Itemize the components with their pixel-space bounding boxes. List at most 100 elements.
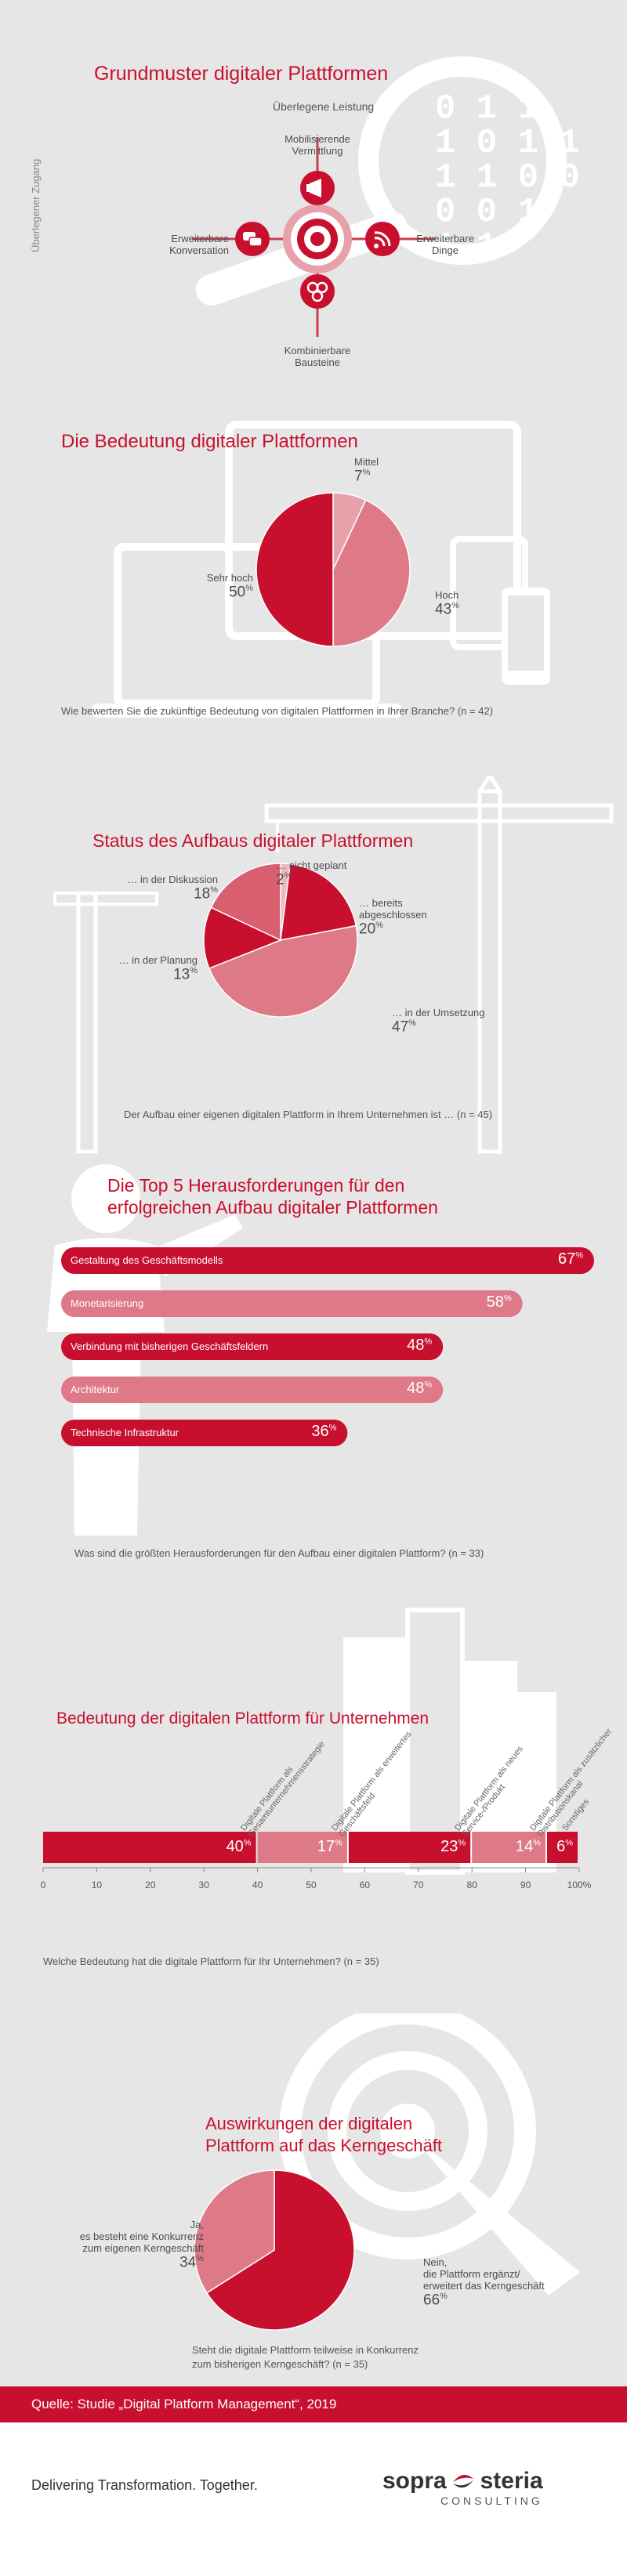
bar [61,1333,444,1360]
label-value: 13% [173,966,198,983]
label-text: … in der Diskussion [127,874,218,885]
binary-digits: 1 1 0 0 [435,158,580,197]
label-value: 43% [435,601,459,618]
bar [61,1377,444,1403]
label-value: 18% [194,885,218,903]
x-tick-label: 10 [92,1880,103,1890]
value: 20 [359,921,376,938]
binary-digits: 0 0 1 [435,193,538,232]
bar-value-label: 67% [557,1250,583,1268]
value: 7 [354,468,363,485]
pie-slice [210,863,281,942]
bar-category-label: Monetarisierung [71,1297,144,1309]
brand-swirl-icon [453,2474,474,2488]
label-value: 20% [359,921,383,938]
section-platform-importance: Die Bedeutung digitaler Plattformen Mitt… [0,407,627,776]
stacked-segment [43,1832,256,1863]
bar [61,1290,523,1317]
value: 66 [423,2292,440,2309]
crane-illustration [53,776,614,1154]
person-illustration [47,1164,594,1536]
stacked-segment [348,1832,471,1863]
label-text: … bereits abgeschlossen [359,897,427,921]
chart-caption: Was sind die größten Herausforderungen f… [74,1547,484,1559]
x-tick-label: 90 [520,1880,531,1890]
stacked-segment [257,1832,347,1863]
section-title-line2: erfolgreichen Aufbau digitaler Plattform… [107,1197,438,1217]
chart-caption-line1: Steht die digitale Plattform teilweise i… [192,2344,419,2356]
chart-caption: Der Aufbau einer eigenen digitalen Platt… [124,1109,493,1120]
label-value: 7% [354,468,371,485]
segment-value-label: 14% [515,1838,541,1855]
x-tick-label: 30 [199,1880,210,1890]
pie-label-hoch: Hoch 43% [435,589,459,618]
chart-caption-line2: zum bisherigen Kerngeschäft? (n = 35) [192,2358,368,2370]
x-tick-label: 0 [41,1880,46,1890]
label-text: Mittel [354,456,379,468]
bar-category-label: Technische Infrastruktur [71,1427,179,1438]
label-text: Ja, es besteht eine Konkurrenz zum eigen… [79,2219,204,2254]
magnifier-icon [358,56,567,265]
bar-value-label: 48% [407,1337,433,1354]
x-tick-label: 20 [145,1880,156,1890]
pie-label-bereits: … bereits abgeschlossen 20% [359,897,427,938]
section-platform-status: Status des Aufbaus digitaler Plattformen… [0,776,627,1160]
pie-label-diskussion: … in der Diskussion 18% [118,874,218,903]
value: 50 [229,584,246,601]
bar-value-label: 58% [486,1293,512,1311]
section-title-line1: Die Top 5 Herausforderungen für den [107,1175,405,1196]
bar-category-label: Verbindung mit bisherigen Geschäftsfelde… [71,1340,269,1352]
label-text: … nicht geplant [276,859,347,871]
value: 47 [392,1018,409,1036]
section-title-line2: Plattform auf das Kerngeschäft [205,2136,443,2155]
bar [61,1420,348,1446]
chart-caption: Wie bewerten Sie die zukünftige Bedeutun… [61,705,494,717]
brand-sub: CONSULTING [440,2495,543,2507]
source-band: Quelle: Studie „Digital Platform Managem… [0,2386,627,2422]
value: 43 [435,601,452,618]
pie-label-nicht-geplant: … nicht geplant 2% [276,859,346,888]
bar-value-label: 36% [311,1423,337,1440]
segment-value-label: 6% [556,1838,573,1855]
label-side-access: Überlegener Zugang [30,158,42,252]
pie-label-sehr-hoch: Sehr hoch 50% [202,572,253,601]
pie-label-umsetzung: … in der Umsetzung 47% [392,1007,485,1036]
segment-value-label: 23% [440,1838,466,1855]
pie-slice [332,499,411,647]
pie-slice [205,2169,355,2331]
pattern-diagram: 0 1 11 0 1 11 1 0 00 0 11 1 [192,56,580,337]
x-tick-label: 60 [360,1880,371,1890]
pie-label-nein: Nein, die Plattform ergänzt/ erweitert d… [423,2256,545,2309]
label-text: Sehr hoch [206,572,253,584]
x-tick-label: 80 [467,1880,478,1890]
section-title: Die Bedeutung digitaler Plattformen [61,431,358,452]
value: 13 [173,966,190,983]
bar-category-label: Gestaltung des Geschäftsmodells [71,1254,223,1266]
label-text: Nein, die Plattform ergänzt/ erweitert d… [423,2256,545,2292]
label-text: … in der Planung [118,954,198,966]
brand-logo: sopra steria CONSULTING [382,2468,602,2507]
x-tick-label: 100% [567,1880,592,1890]
chart-caption: Welche Bedeutung hat die digitale Plattf… [43,1956,379,1967]
binary-digits: 1 1 [435,227,497,266]
x-tick-label: 50 [306,1880,317,1890]
label-value: 50% [229,584,253,601]
stacked-segment [546,1832,578,1863]
device-illustration [92,421,550,718]
pie-label-mittel: Mittel 7% [354,456,379,485]
building-illustration: 0 10 20 30 40 50 60 70 80 90 100% [41,1608,592,1890]
value: 18 [194,885,211,903]
pie-slice [208,924,358,1018]
target-illustration [194,2013,580,2331]
section-title: Bedeutung der digitalen Plattform für Un… [56,1709,429,1728]
bar-category-label: Architektur [71,1384,120,1395]
node-left-label: Erweiterbare Konversation [169,233,229,256]
bar-value-label: 48% [407,1380,433,1397]
pie-label-planung: … in der Planung 13% [110,954,198,983]
segment-value-label: 17% [317,1838,342,1855]
bar [61,1247,594,1274]
pie-label-ja: Ja, es besteht eine Konkurrenz zum eigen… [71,2219,204,2271]
binary-digits: 1 0 1 1 [435,124,580,163]
source-text: Quelle: Studie „Digital Platform Managem… [31,2397,337,2411]
